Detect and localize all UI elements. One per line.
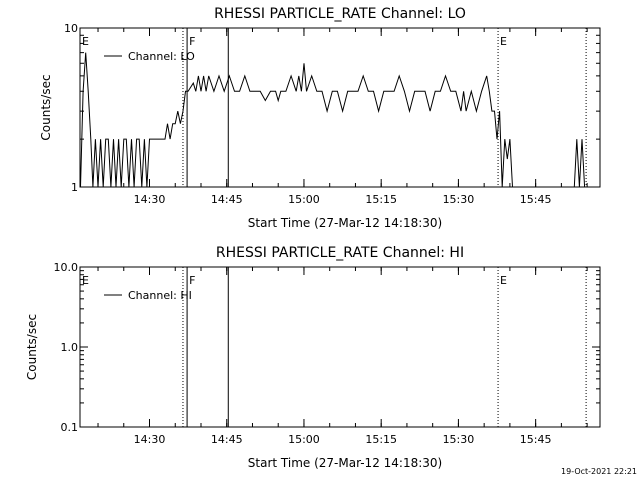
event-marker-label: F xyxy=(189,35,195,48)
x-tick-label: 14:30 xyxy=(134,193,166,206)
chart-title: RHESSI PARTICLE_RATE Channel: HI xyxy=(216,245,464,261)
x-tick-label: 15:00 xyxy=(288,433,320,446)
chart-panel-2: RHESSI PARTICLE_RATE Channel: HI 14:30 14:… xyxy=(25,245,601,470)
chart-panel-1: RHESSI PARTICLE_RATE Channel: LO 14:30 14:… xyxy=(39,6,601,230)
x-tick-label: 15:15 xyxy=(365,433,397,446)
event-marker-label: E xyxy=(82,35,89,48)
y-axis-label: Counts/sec xyxy=(39,74,53,140)
x-tick-label: 14:45 xyxy=(211,433,243,446)
plot-frame xyxy=(79,27,601,188)
chart-title: RHESSI PARTICLE_RATE Channel: LO xyxy=(214,6,466,22)
y-tick-label: 1.0 xyxy=(61,341,79,354)
series-line-1 xyxy=(80,52,586,188)
y-tick-label: 10 xyxy=(64,22,78,35)
x-tick-label: 15:00 xyxy=(288,193,320,206)
x-tick-label: 15:30 xyxy=(443,433,475,446)
y-tick-label: 10.0 xyxy=(54,261,79,274)
x-tick-label: 15:45 xyxy=(520,193,552,206)
y-tick-label: 1 xyxy=(71,181,78,194)
event-marker-label: E xyxy=(500,274,507,287)
legend-label: Channel: LO xyxy=(128,50,195,63)
x-tick-label: 15:30 xyxy=(443,193,475,206)
event-marker-label: F xyxy=(189,274,195,287)
event-marker-label: E xyxy=(82,274,89,287)
footer-timestamp: 19-Oct-2021 22:21 xyxy=(561,467,637,476)
legend-label: Channel: HI xyxy=(128,289,192,302)
x-axis-label: Start Time (27-Mar-12 14:18:30) xyxy=(248,456,442,470)
x-tick-label: 15:15 xyxy=(365,193,397,206)
x-axis-label: Start Time (27-Mar-12 14:18:30) xyxy=(248,216,442,230)
x-tick-label: 14:30 xyxy=(134,433,166,446)
x-tick-label: 14:45 xyxy=(211,193,243,206)
y-axis-label: Counts/sec xyxy=(25,314,39,380)
event-marker-label: E xyxy=(500,35,507,48)
x-tick-label: 15:45 xyxy=(520,433,552,446)
y-tick-label: 0.1 xyxy=(61,421,79,434)
